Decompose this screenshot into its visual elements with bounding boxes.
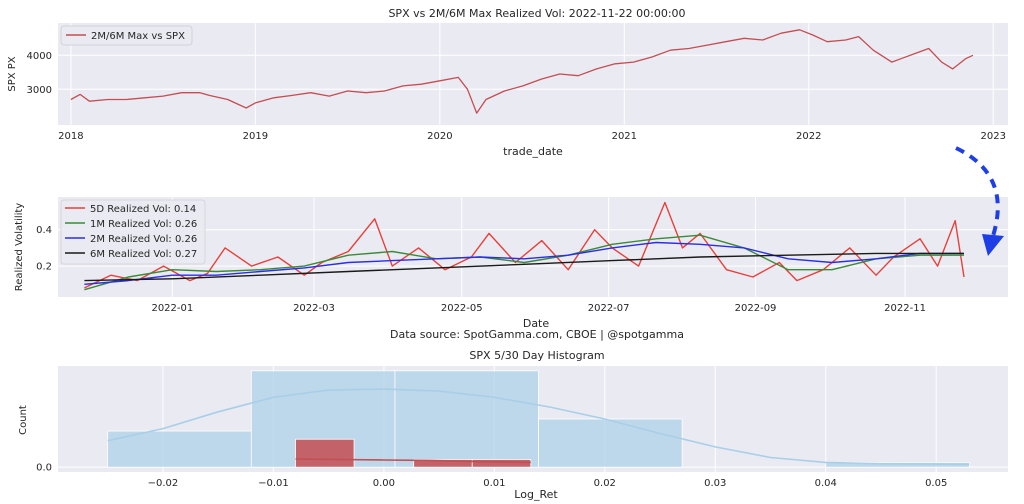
histogram-bar-5d [471, 459, 532, 468]
series-line-2m6m-max-vs-spx [70, 29, 974, 114]
histogram-x-tick-label: 0.02 [594, 478, 616, 489]
realized-vol-legend: 5D Realized Vol: 0.14 1M Realized Vol: 0… [60, 199, 206, 265]
histogram-kde-lines [107, 388, 970, 466]
legend-entry-6m: 6M Realized Vol: 0.27 [90, 249, 197, 260]
price-chart-x-tick-label: 2019 [243, 131, 268, 142]
price-chart-y-tick-label: 3000 [27, 85, 52, 96]
price-chart-ticks: 2018 2019 2020 2021 2022 2023 3000 4000 [27, 51, 1006, 142]
histogram-x-axis-label: Log_Ret [514, 488, 558, 501]
histogram-y-axis-label: Count [18, 405, 29, 435]
data-source-annotation: Data source: SpotGamma.com, CBOE | @spot… [390, 328, 684, 341]
realized-vol-x-tick-label: 2022-09 [735, 303, 777, 314]
histogram-title: SPX 5/30 Day Histogram [469, 349, 604, 362]
dashed-arrow-annotation [955, 146, 1004, 256]
price-chart-y-axis-label: SPX PX [7, 56, 18, 91]
realized-vol-ticks: 2022-01 2022-03 2022-05 2022-07 2022-09 2022-… [36, 225, 926, 314]
legend-entry-2m: 2M Realized Vol: 0.26 [90, 234, 197, 245]
histogram-bar-30d [394, 370, 539, 468]
histogram-ticks: −0.02 −0.01 0.00 0.01 0.02 0.03 0.04 0.05 0.0 [36, 463, 947, 489]
realized-vol-lines [84, 201, 965, 291]
kde-line-5d [295, 458, 531, 464]
histogram-panel: SPX 5/30 Day Histogram −0.02 −0.01 0.00 0.0… [18, 349, 1008, 501]
price-chart-plot-area [58, 23, 1008, 125]
histogram-x-tick-label: 0.01 [483, 478, 505, 489]
price-chart-x-tick-label: 2021 [612, 131, 637, 142]
price-chart-x-tick-label: 2018 [58, 131, 83, 142]
series-line-5d-realized-vol [84, 201, 965, 289]
histogram-bar-30d [825, 461, 970, 468]
realized-vol-panel: 2022-01 2022-03 2022-05 2022-07 2022-09 2022-… [14, 146, 1008, 341]
price-chart-x-tick-label: 2022 [796, 131, 821, 142]
legend-entry-1m: 1M Realized Vol: 0.26 [90, 219, 197, 230]
realized-vol-x-tick-label: 2022-07 [588, 303, 630, 314]
price-chart-title: SPX vs 2M/6M Max Realized Vol: 2022-11-2… [388, 7, 685, 20]
price-chart-y-tick-label: 4000 [27, 51, 52, 62]
price-chart-grid [58, 23, 1008, 125]
price-chart-lines [70, 29, 974, 114]
kde-line-30d [107, 388, 970, 466]
histogram-x-tick-label: −0.02 [148, 478, 179, 489]
price-chart-x-axis-label: trade_date [503, 145, 563, 158]
realized-vol-x-tick-label: 2022-05 [441, 303, 483, 314]
realized-vol-x-tick-label: 2022-03 [293, 303, 335, 314]
price-chart-x-tick-label: 2023 [981, 131, 1006, 142]
series-line-1m-realized-vol [84, 234, 964, 291]
price-chart-legend: 2M/6M Max vs SPX [60, 25, 193, 46]
histogram-bar-30d [107, 430, 252, 468]
histogram-x-tick-label: −0.01 [258, 478, 289, 489]
price-chart-panel: SPX vs 2M/6M Max Realized Vol: 2022-11-2… [7, 7, 1008, 158]
histogram-bar-30d [538, 418, 683, 468]
realized-vol-y-axis-label: Realized Volatility [14, 203, 25, 292]
realized-vol-grid [58, 197, 1008, 297]
series-line-2m-realized-vol [84, 241, 964, 285]
histogram-bar-5d [295, 438, 355, 468]
legend-entry-5d: 5D Realized Vol: 0.14 [90, 204, 196, 215]
realized-vol-y-tick-label: 0.4 [36, 225, 52, 236]
realized-vol-x-tick-label: 2022-11 [884, 303, 926, 314]
series-line-6m-realized-vol [84, 252, 964, 282]
histogram-x-tick-label: 0.04 [815, 478, 837, 489]
histogram-y-tick-label: 0.0 [36, 463, 52, 474]
legend-entry-2m6m: 2M/6M Max vs SPX [91, 31, 185, 42]
price-chart-x-tick-label: 2020 [427, 131, 452, 142]
histogram-x-tick-label: 0.03 [704, 478, 726, 489]
histogram-bars [107, 370, 970, 468]
realized-vol-x-tick-label: 2022-01 [151, 303, 193, 314]
histogram-x-tick-label: 0.00 [373, 478, 395, 489]
realized-vol-x-axis-label: Date [523, 317, 550, 330]
realized-vol-y-tick-label: 0.2 [36, 262, 52, 273]
histogram-x-tick-label: 0.05 [925, 478, 947, 489]
